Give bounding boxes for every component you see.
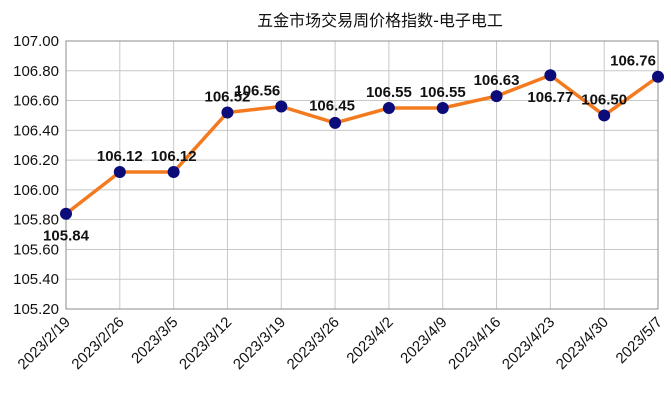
plot-area-border xyxy=(65,40,659,310)
y-tick-label: 105.60 xyxy=(13,241,59,258)
data-point-marker xyxy=(598,109,611,122)
x-tick-label: 2023/2/26 xyxy=(68,314,127,373)
y-tick-label: 105.40 xyxy=(13,271,59,288)
y-tick-label: 106.40 xyxy=(13,122,59,139)
x-tick-label: 2023/4/9 xyxy=(397,314,450,367)
chart-title: 五金市场交易周价格指数-电子电工 xyxy=(257,11,503,30)
data-point-marker xyxy=(329,116,342,129)
series-markers xyxy=(60,69,664,220)
grid-lines xyxy=(65,40,659,310)
y-tick-label: 106.80 xyxy=(13,63,59,80)
data-point-marker xyxy=(436,102,449,114)
axes xyxy=(65,40,659,310)
y-tick-label: 106.00 xyxy=(13,182,59,199)
data-label: 106.52 xyxy=(205,88,251,105)
y-axis-ticks: 105.20 105.40 105.60 105.80 106.00 106.20 106.… xyxy=(13,33,59,318)
data-point-marker xyxy=(60,207,72,220)
data-point-marker xyxy=(167,166,180,179)
data-label: 106.45 xyxy=(309,98,355,115)
y-tick-label: 105.20 xyxy=(13,301,59,318)
data-label: 106.55 xyxy=(366,84,412,101)
series-line-path xyxy=(64,73,660,216)
y-tick-label: 105.80 xyxy=(13,212,59,229)
x-tick-label: 2023/3/26 xyxy=(284,314,343,373)
x-tick-label: 2023/4/16 xyxy=(445,314,504,373)
x-tick-label: 2023/3/5 xyxy=(128,314,181,367)
data-point-marker xyxy=(221,106,234,119)
x-tick-label: 2023/4/23 xyxy=(499,314,558,373)
data-point-marker xyxy=(490,90,503,103)
data-point-marker xyxy=(544,69,557,82)
y-tick-label: 106.20 xyxy=(13,152,59,169)
data-label: 106.76 xyxy=(610,53,656,70)
data-label: 106.63 xyxy=(474,72,520,89)
data-label: 106.12 xyxy=(151,148,197,165)
x-tick-label: 2023/2/19 xyxy=(15,314,74,373)
x-tick-label: 2023/3/19 xyxy=(230,314,289,373)
x-tick-label: 2023/4/30 xyxy=(553,314,612,373)
x-tick-label: 2023/3/12 xyxy=(176,314,235,373)
data-label: 106.50 xyxy=(581,91,627,108)
data-label: 106.12 xyxy=(97,148,143,165)
data-point-marker xyxy=(113,166,126,179)
data-point-marker xyxy=(382,102,395,114)
data-label: 106.55 xyxy=(420,84,466,101)
x-tick-label: 2023/5/7 xyxy=(613,314,666,367)
y-tick-label: 107.00 xyxy=(13,33,59,50)
data-point-marker xyxy=(652,70,664,83)
data-point-marker xyxy=(275,100,288,113)
data-label: 106.77 xyxy=(527,89,573,106)
data-label: 105.84 xyxy=(43,228,90,245)
series-line xyxy=(64,73,660,216)
data-label: 106.56 xyxy=(234,83,280,100)
x-tick-label: 2023/4/2 xyxy=(343,314,396,367)
y-tick-label: 106.60 xyxy=(13,93,59,110)
